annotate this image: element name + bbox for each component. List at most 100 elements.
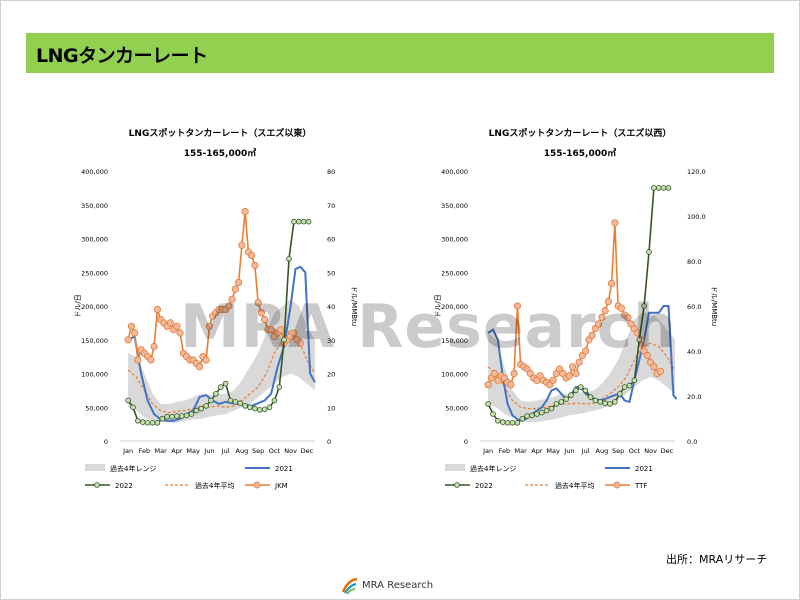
series-price-point — [643, 351, 651, 360]
series-price-point — [569, 363, 577, 371]
legend-swatch-range — [85, 464, 105, 471]
series-price-point — [251, 261, 259, 270]
x-tick-label: Dec — [661, 447, 674, 455]
series-price-point — [513, 302, 522, 310]
chart-title: LNGスポットタンカーレート（スエズ以西） — [489, 127, 672, 139]
y-tick-label: 250,000 — [81, 269, 108, 277]
series-2022-point — [582, 387, 589, 394]
series-2022-point — [485, 401, 491, 407]
series-2022-point — [222, 380, 229, 387]
series-price-point — [254, 299, 262, 307]
y2-tick-label: 0 — [327, 438, 331, 446]
series-2022-point — [660, 185, 667, 191]
legend-label: 2021 — [635, 465, 653, 473]
legend-marker-2022 — [454, 482, 460, 488]
y-tick-label: 100,000 — [81, 371, 108, 379]
series-2022-point — [607, 401, 613, 407]
legend-label: TTF — [634, 482, 647, 490]
series-2022-point — [305, 218, 312, 225]
series-price-point — [131, 329, 139, 337]
series-2022-point — [597, 399, 604, 405]
series-price-point — [173, 322, 181, 330]
series-2022-point — [504, 419, 511, 426]
y-tick-label: 150,000 — [81, 337, 108, 345]
y2-tick-label: 40.0 — [687, 348, 701, 356]
x-tick-label: Jun — [203, 447, 214, 455]
series-price-point — [601, 306, 609, 315]
x-tick-label: Jan — [482, 447, 493, 455]
series-price-point — [238, 241, 246, 249]
series-price-point — [205, 322, 213, 330]
source-note: 出所：MRAリサーチ — [666, 553, 768, 566]
series-2022-point — [300, 218, 307, 225]
series-2022-point — [159, 415, 166, 422]
series-2022-point — [261, 406, 268, 413]
series-2022-point — [130, 404, 136, 411]
y-tick-label: 100,000 — [441, 371, 468, 379]
y-tick-label: 350,000 — [81, 202, 108, 210]
series-price-point — [257, 309, 265, 317]
x-tick-label: Nov — [644, 447, 657, 455]
y2-tick-label: 30 — [327, 337, 335, 345]
series-price-point — [134, 356, 142, 364]
series-2022-point — [237, 400, 244, 407]
x-tick-label: Jul — [221, 447, 230, 455]
series-avg-line — [487, 342, 676, 410]
series-price-point — [127, 322, 136, 330]
y-tick-label: 200,000 — [81, 303, 108, 311]
y2-tick-label: 80.0 — [687, 258, 701, 266]
series-2022-point — [602, 400, 608, 407]
x-tick-label: Sep — [612, 447, 624, 455]
series-2022-point — [218, 384, 224, 390]
series-2022-point — [558, 399, 565, 405]
series-avg-line — [127, 328, 316, 414]
y2-tick-label: 50 — [327, 269, 335, 277]
chart-svg: LNGスポットタンカーレート（スエズ以西） 155-165,000㎥ 0 50,000… — [434, 127, 718, 490]
series-2022-point — [534, 411, 540, 417]
series-2022-point — [227, 397, 234, 404]
series-2022-point — [203, 403, 209, 409]
series-price-point — [617, 304, 625, 312]
y-tick-label: 150,000 — [441, 337, 468, 345]
series-2022-point — [232, 399, 239, 405]
series-2022-point — [208, 397, 214, 404]
series-2022-point — [193, 407, 200, 414]
y-axis-title: ドル/日 — [74, 294, 82, 317]
y-tick-label: 200,000 — [441, 303, 468, 311]
logo-icon — [341, 577, 358, 595]
series-price-point — [290, 329, 298, 337]
y-tick-label: 300,000 — [81, 236, 108, 244]
x-tick-label: Mar — [514, 447, 527, 455]
series-2022-point — [179, 413, 185, 419]
x-tick-label: Jul — [581, 447, 590, 455]
legend-marker-price — [613, 481, 621, 489]
x-tick-label: Oct — [269, 447, 281, 455]
range-band — [488, 312, 675, 423]
series-2022-point — [252, 405, 258, 412]
series-2022-point — [286, 256, 292, 262]
series-price-point — [611, 219, 619, 227]
series-2022-point — [149, 419, 156, 426]
series-price-point — [231, 285, 239, 293]
series-2022-point — [276, 384, 283, 390]
series-2022-point — [519, 415, 526, 422]
chart-title: LNGスポットタンカーレート（スエズ以東） — [129, 127, 312, 139]
x-tick-label: May — [546, 447, 560, 455]
series-2022-point — [266, 404, 273, 411]
y-axis-title: ドル/日 — [434, 294, 442, 317]
chart-subtitle: 155-165,000㎥ — [544, 147, 617, 159]
series-price-point — [267, 326, 275, 334]
y2-tick-label: 70 — [327, 202, 335, 210]
chart-suez-east: LNGスポットタンカーレート（スエズ以東） 155-165,000㎥ 0 50,000… — [50, 120, 390, 500]
series-2022-point — [548, 405, 555, 412]
y2-tick-label: 60 — [327, 236, 335, 244]
series-price-point — [572, 369, 580, 378]
series-2022-point — [144, 419, 151, 426]
y2-tick-label: 20 — [327, 371, 335, 379]
series-2022-point — [183, 412, 190, 419]
series-2022-point — [612, 399, 618, 405]
series-2022-point — [665, 185, 672, 191]
series-2022-point — [188, 411, 195, 417]
x-tick-label: Sep — [252, 447, 264, 455]
x-tick-label: Dec — [301, 447, 314, 455]
